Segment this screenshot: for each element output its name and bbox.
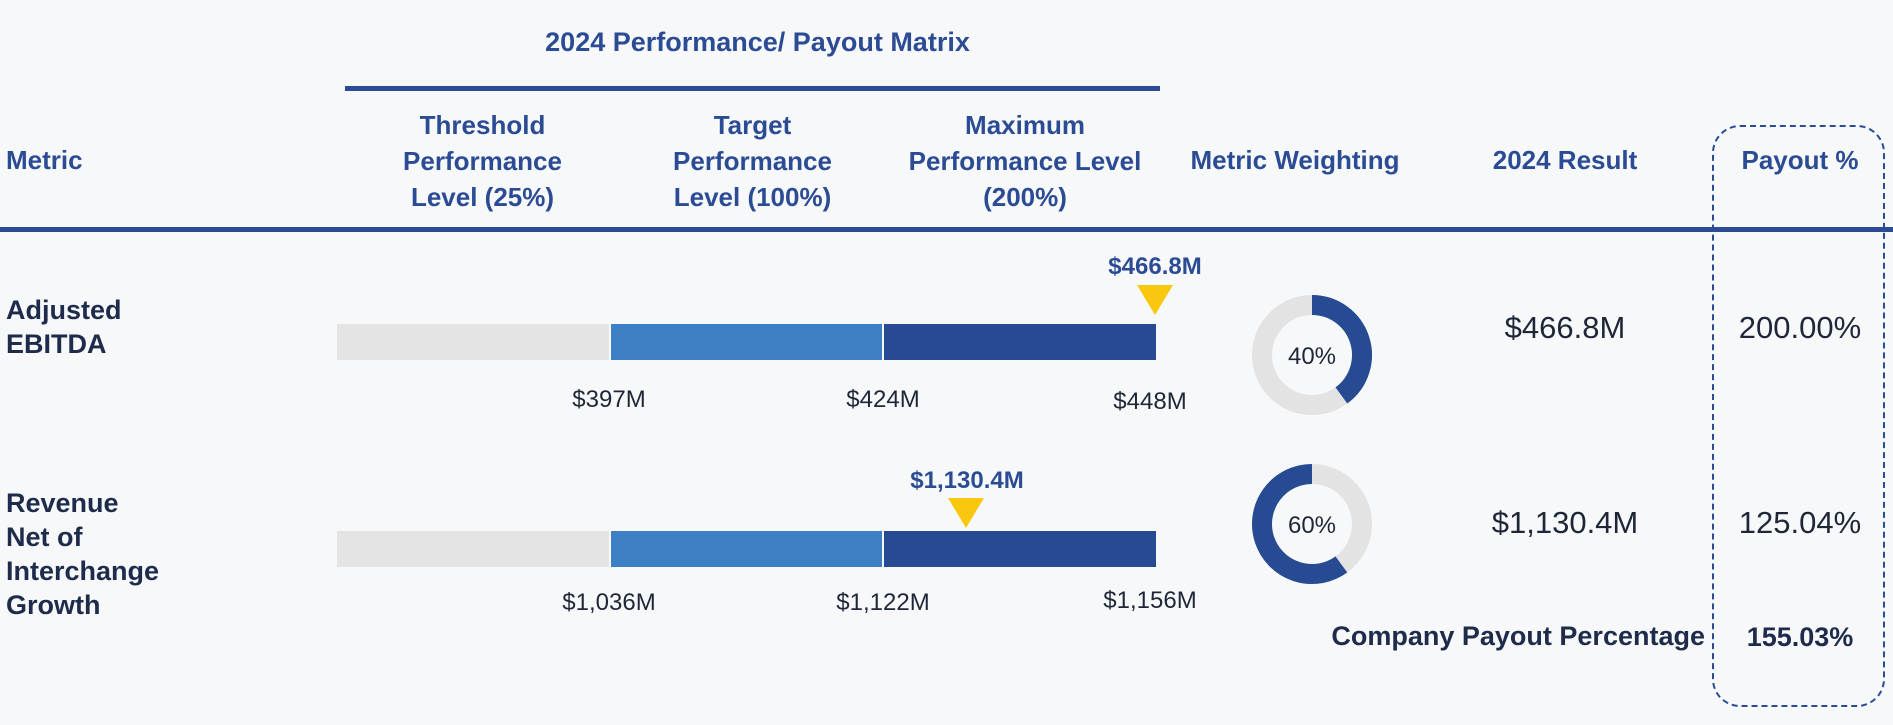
- marker-triangle-ebitda: [1137, 285, 1173, 315]
- marker-label-ebitda: $466.8M: [1108, 253, 1202, 280]
- header-result: 2024 Result: [1492, 145, 1638, 175]
- bar-segment-threshold: [337, 324, 609, 360]
- metric-label-revenue: Revenue Net of Interchange Growth: [6, 488, 160, 620]
- marker-triangle-revenue: [948, 498, 984, 528]
- payout-ebitda: 200.00%: [1738, 310, 1862, 345]
- payout-highlight-box: [1712, 125, 1885, 707]
- marker-triangle-shape: [948, 498, 984, 528]
- donut-label: 60%: [1288, 512, 1336, 539]
- header-threshold: Threshold Performance Level (25%): [403, 110, 562, 212]
- bar-segment-target: [611, 531, 882, 567]
- performance-bar-ebitda: [337, 324, 1156, 360]
- marker-triangle-shape: [1137, 285, 1173, 315]
- header-target: Target Performance Level (100%): [673, 110, 832, 212]
- tick-maximum-ebitda: $448M: [1113, 388, 1187, 415]
- tick-target-ebitda: $424M: [846, 386, 920, 413]
- donut-arc: [1252, 464, 1348, 584]
- weighting-donut-ebitda: 40%: [1252, 295, 1372, 415]
- company-payout-value: 155.03%: [1746, 622, 1854, 652]
- header-maximum: Maximum Performance Level (200%): [908, 110, 1142, 212]
- company-payout-label: Company Payout Percentage: [1331, 621, 1705, 651]
- title-underline: [345, 86, 1160, 91]
- header-metric: Metric: [6, 145, 83, 175]
- tick-threshold-revenue: $1,036M: [562, 589, 656, 616]
- bar-segment-maximum: [884, 531, 1156, 567]
- header-weighting: Metric Weighting: [1190, 145, 1400, 175]
- chart-title: 2024 Performance/ Payout Matrix: [545, 27, 970, 57]
- header-payout: Payout %: [1741, 145, 1859, 175]
- bar-segment-target: [611, 324, 882, 360]
- performance-bar-revenue: [337, 531, 1156, 567]
- result-revenue: $1,130.4M: [1491, 505, 1639, 540]
- donut-label: 40%: [1288, 343, 1336, 370]
- payout-revenue: 125.04%: [1738, 505, 1862, 540]
- bar-segment-maximum: [884, 324, 1156, 360]
- donut-arc: [1311, 295, 1372, 404]
- tick-maximum-revenue: $1,156M: [1103, 587, 1197, 614]
- result-ebitda: $466.8M: [1504, 310, 1626, 345]
- marker-label-revenue: $1,130.4M: [910, 467, 1024, 494]
- metric-label-adjusted-ebitda: Adjusted EBITDA: [6, 295, 122, 359]
- weighting-donut-revenue: 60%: [1252, 464, 1372, 584]
- header-divider: [0, 227, 1893, 232]
- tick-target-revenue: $1,122M: [836, 589, 930, 616]
- bar-segment-threshold: [337, 531, 609, 567]
- tick-threshold-ebitda: $397M: [572, 386, 646, 413]
